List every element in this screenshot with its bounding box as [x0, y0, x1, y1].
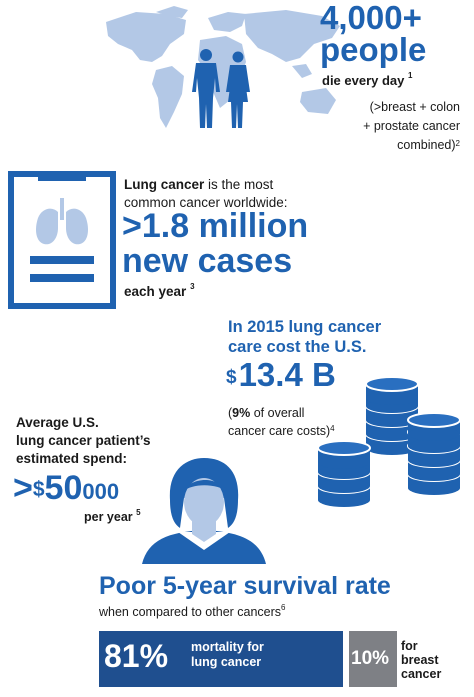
survival-subtitle: when compared to other cancers6 — [99, 603, 286, 619]
breast-mortality-bar — [349, 631, 397, 687]
deaths-comparison: (>breast + colon + prostate cancer combi… — [363, 100, 460, 152]
survival-title: Poor 5-year survival rate — [99, 572, 391, 600]
new-cases-label: new cases — [122, 242, 293, 280]
patient-spend-period: per year 5 — [84, 508, 141, 524]
lung-cancer-intro: Lung cancer is the most common cancer wo… — [124, 177, 288, 210]
patient-spend-label: Average U.S. lung cancer patient’s estim… — [16, 415, 151, 466]
breast-mortality-label: for breast cancer — [401, 639, 442, 681]
deaths-word: people — [320, 31, 427, 68]
woman-avatar-icon — [142, 458, 266, 564]
new-cases-count: >1.8 million — [122, 207, 309, 245]
lung-mortality-percent: 81% — [104, 638, 169, 674]
people-silhouette-icon — [192, 49, 250, 128]
patient-spend-amount: >$50000 — [13, 469, 120, 507]
lung-mortality-label: mortality for lung cancer — [191, 640, 264, 669]
deaths-number: 4,000+ — [320, 0, 422, 36]
cost-percentage: (9% of overall cancer care costs)4 — [228, 406, 335, 438]
cost-title: In 2015 lung cancer care cost the U.S. — [228, 318, 382, 356]
deaths-description: die every day 1 — [322, 71, 413, 88]
new-cases-period: each year 3 — [124, 282, 195, 299]
coin-stacks-icon — [317, 376, 461, 508]
cost-amount: $13.4 B — [226, 356, 336, 393]
clipboard-lungs-icon — [8, 171, 116, 309]
lung-mortality-bar — [99, 631, 343, 687]
breast-mortality-percent: 10% — [351, 648, 390, 669]
